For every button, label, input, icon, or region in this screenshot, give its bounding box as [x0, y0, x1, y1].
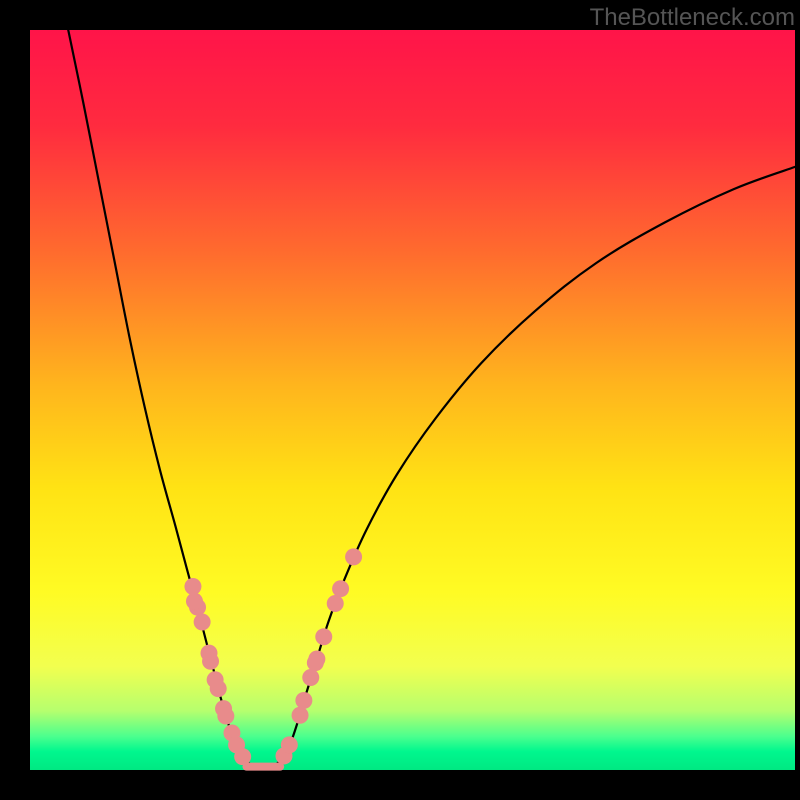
data-dot-right — [308, 651, 325, 668]
data-dot-right — [327, 595, 344, 612]
data-dot-right — [315, 628, 332, 645]
gradient-background — [30, 30, 795, 770]
data-dot-right — [295, 692, 312, 709]
chart-svg — [0, 0, 800, 800]
data-dot-left — [210, 680, 227, 697]
data-dot-right — [302, 669, 319, 686]
data-dot-right — [332, 580, 349, 597]
data-dot-right — [345, 548, 362, 565]
data-dot-right — [292, 707, 309, 724]
watermark-text: TheBottleneck.com — [590, 4, 795, 32]
data-dot-left — [184, 578, 201, 595]
data-dot-left — [194, 614, 211, 631]
data-dot-left — [186, 593, 203, 610]
data-dot-left — [202, 653, 219, 670]
data-dot-left — [234, 748, 251, 765]
data-dot-left — [217, 707, 234, 724]
data-dot-right — [281, 736, 298, 753]
